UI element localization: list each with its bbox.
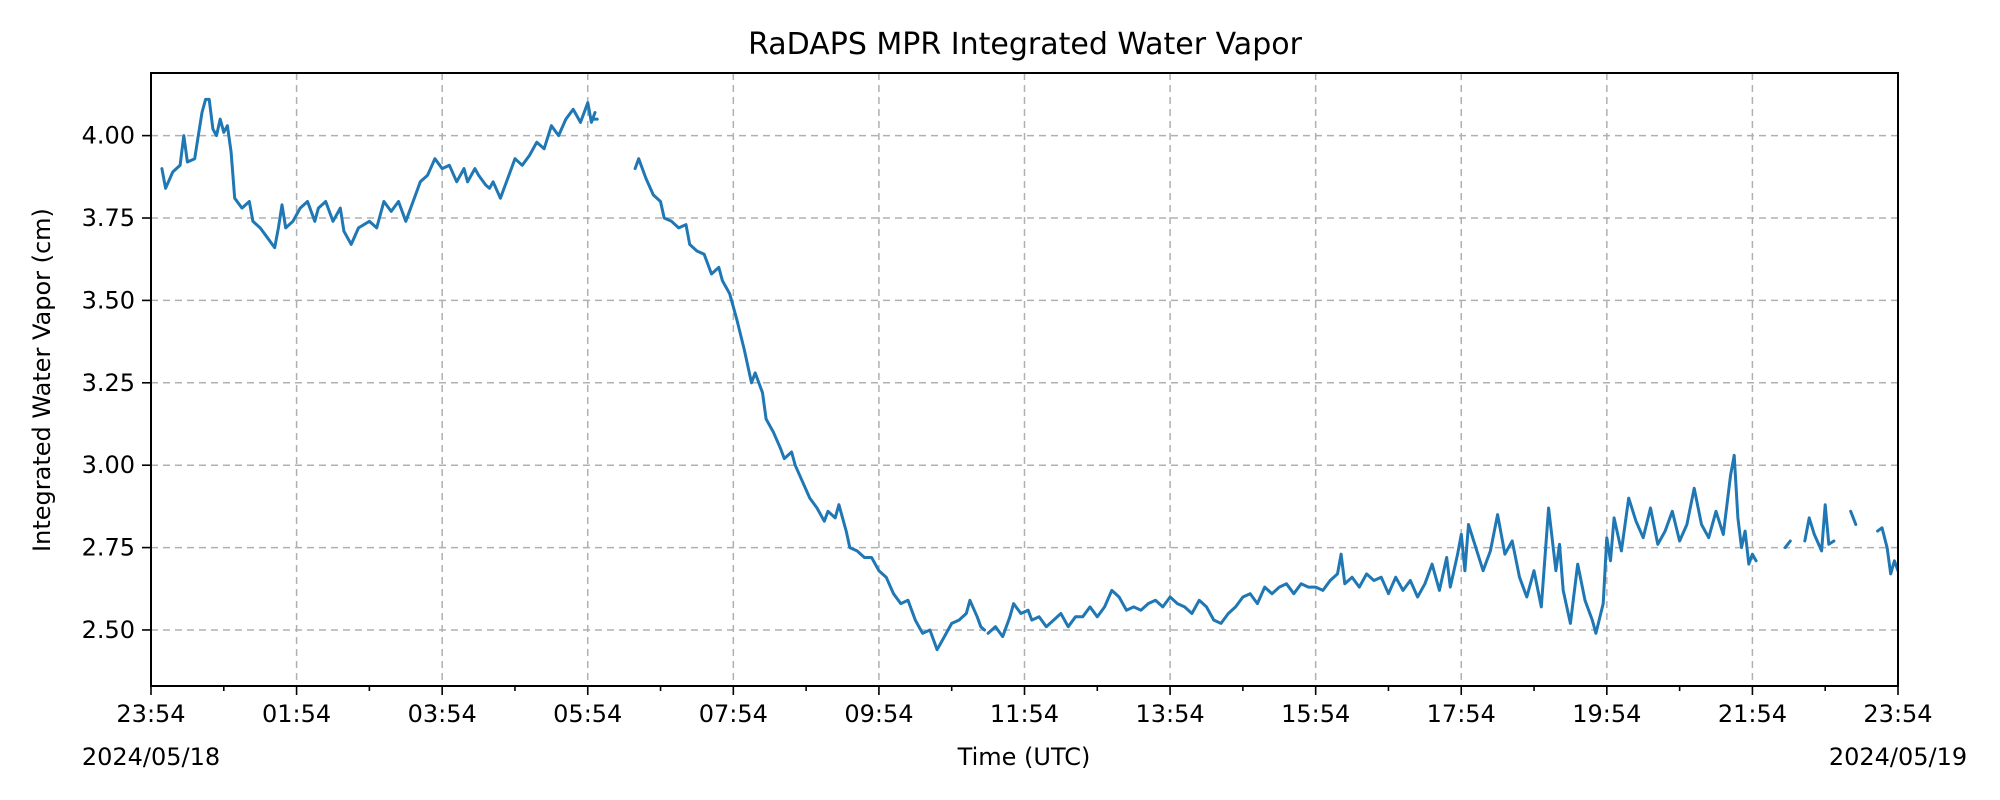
x-axis-title: Time (UTC) [957,743,1091,771]
x-tick-label: 07:54 [699,700,768,728]
x-tick-label: 03:54 [408,700,477,728]
y-axis-title: Integrated Water Vapor (cm) [28,208,56,552]
x-tick-label: 23:54 [1863,700,1932,728]
y-tick-label: 2.50 [82,616,135,644]
x-tick-label: 23:54 [116,700,185,728]
iwv-line-segment [1803,503,1836,553]
x-tick-label: 05:54 [553,700,622,728]
y-tick-label: 2.75 [82,534,135,562]
x-tick-label: 13:54 [1135,700,1204,728]
y-tick-label: 3.00 [82,451,135,479]
y-tick-label: 3.75 [82,204,135,232]
x-tick-label: 01:54 [262,700,331,728]
x-tick-label: 17:54 [1427,700,1496,728]
x-axis: 23:54 01:54 03:54 05:54 07:54 09:54 11:54 13:54… [116,686,1933,728]
y-tick-label: 3.50 [82,286,135,314]
plot-series [160,97,1898,652]
x-tick-label: 19:54 [1572,700,1641,728]
iwv-line-segment [986,453,1758,639]
iwv-line-segment [1783,539,1792,550]
iwv-line-segment [160,97,597,250]
x-axis-start-date: 2024/05/18 [82,743,220,771]
x-tick-label: 09:54 [844,700,913,728]
grid [151,73,1898,686]
y-tick-label: 4.00 [82,122,135,150]
iwv-line-segment [1849,509,1858,526]
chart-title: RaDAPS MPR Integrated Water Vapor [748,27,1303,62]
y-tick-label: 3.25 [82,369,135,397]
x-tick-label: 21:54 [1718,700,1787,728]
x-tick-label: 15:54 [1281,700,1350,728]
x-tick-label: 11:54 [990,700,1059,728]
iwv-line-segment [633,157,986,652]
x-axis-end-date: 2024/05/19 [1829,743,1967,771]
iwv-line-segment [1876,526,1898,576]
y-axis: 2.50 2.75 3.00 3.25 3.50 3.75 4.00 [82,122,151,644]
